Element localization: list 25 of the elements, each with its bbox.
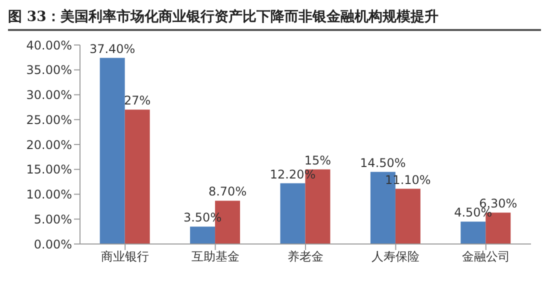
- y-tick-label: 35.00%: [26, 63, 72, 78]
- x-tick-label: 商业银行: [101, 250, 150, 264]
- bar: [124, 110, 150, 244]
- x-tick-label: 人寿保险: [372, 250, 420, 264]
- bar: [190, 226, 216, 244]
- bar: [395, 188, 420, 244]
- x-tick-label: 养老金: [288, 250, 324, 264]
- y-tick-label: 15.00%: [26, 162, 72, 177]
- chart-title: 图 33：美国利率市场化商业银行资产比下降而非银金融机构规模提升: [8, 8, 541, 31]
- y-tick-label: 5.00%: [34, 212, 72, 226]
- y-tick-label: 25.00%: [26, 112, 72, 127]
- x-tick-label: 金融公司: [462, 250, 510, 264]
- y-tick-label: 40.00%: [26, 38, 72, 52]
- bar: [280, 183, 306, 244]
- bar: [100, 58, 125, 244]
- bar: [460, 222, 486, 244]
- data-label: 8.70%: [208, 184, 247, 199]
- x-tick-label: 互助基金: [191, 250, 240, 264]
- y-tick-label: 20.00%: [26, 138, 72, 152]
- data-label: 37.40%: [89, 42, 136, 56]
- y-tick-label: 30.00%: [26, 88, 72, 102]
- data-label: 14.50%: [360, 156, 406, 170]
- y-tick-label: 10.00%: [26, 188, 72, 202]
- data-label: 15%: [304, 153, 332, 168]
- y-tick-label: 0.00%: [34, 237, 72, 252]
